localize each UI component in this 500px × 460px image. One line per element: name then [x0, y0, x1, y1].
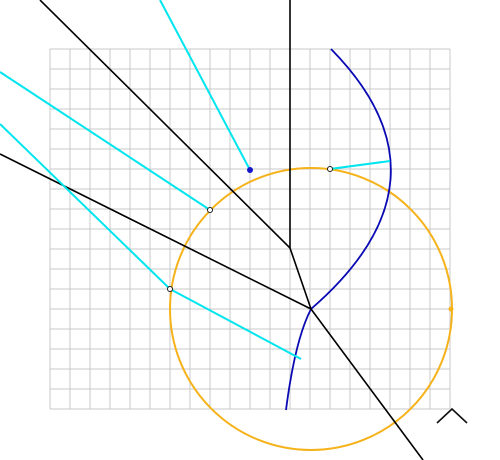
blue-curve[interactable] — [285, 48, 392, 411]
point-marker[interactable] — [327, 166, 333, 172]
point-marker[interactable] — [207, 207, 213, 213]
ray-1[interactable] — [159, 0, 251, 171]
diagonal-line-exit[interactable] — [310, 308, 424, 460]
diagonal-line-lower[interactable] — [0, 153, 312, 310]
diagonal-line-upper[interactable] — [39, 0, 291, 249]
point-marker[interactable] — [247, 167, 253, 173]
circle-handle[interactable] — [448, 306, 454, 312]
ray-4[interactable] — [329, 160, 391, 170]
ray-3[interactable] — [0, 123, 171, 290]
ray-3-reflected[interactable] — [169, 288, 302, 360]
point-marker[interactable] — [167, 286, 173, 292]
connector-segment[interactable] — [289, 247, 312, 310]
chevron-up-icon[interactable] — [436, 407, 468, 424]
ray-2[interactable] — [0, 71, 211, 211]
grid — [49, 48, 451, 410]
